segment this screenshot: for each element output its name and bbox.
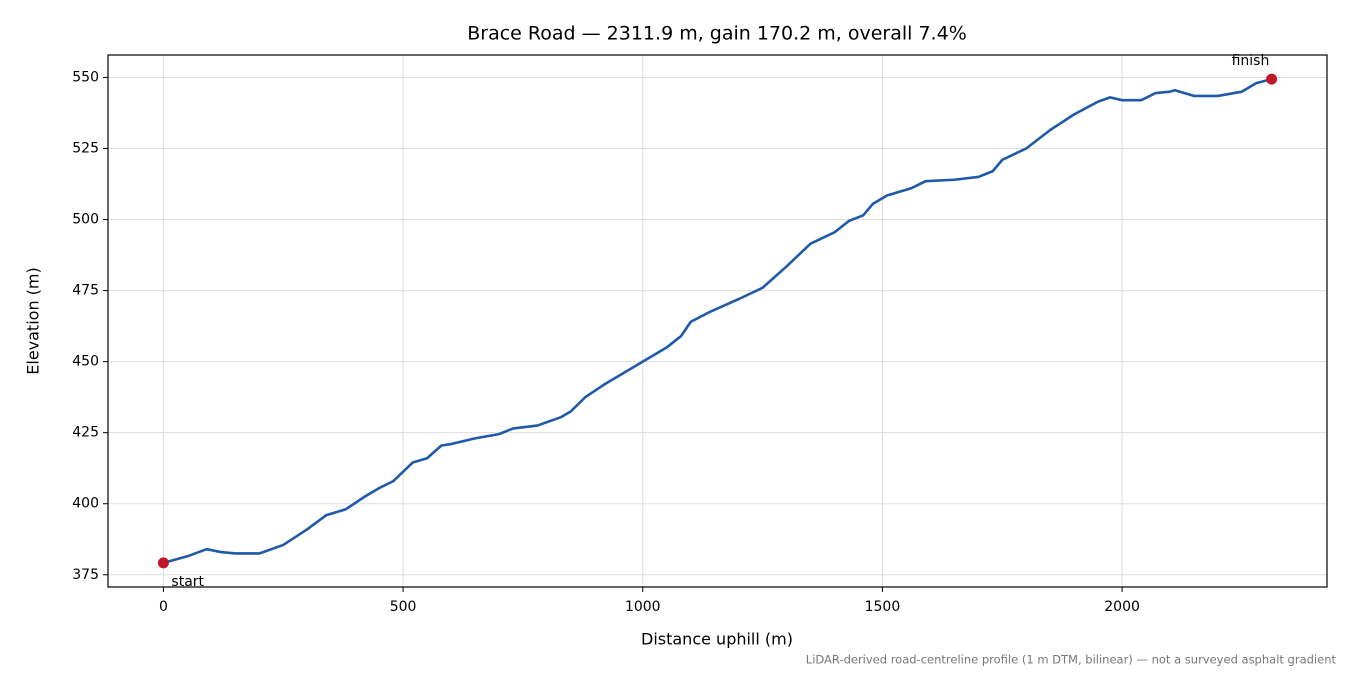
y-tick-label: 525 <box>72 140 99 156</box>
x-axis-label: Distance uphill (m) <box>641 630 793 649</box>
y-tick-label: 425 <box>72 425 99 441</box>
y-tick-label: 550 <box>72 69 99 85</box>
footnote: LiDAR-derived road-centreline profile (1… <box>806 653 1337 667</box>
plot-frame <box>107 54 1328 588</box>
x-tick-label: 1500 <box>865 599 901 615</box>
annotation: finish <box>1232 53 1270 69</box>
endpoint-marker <box>1266 73 1278 85</box>
y-tick-label: 375 <box>72 567 99 583</box>
x-tick-label: 1000 <box>625 599 661 615</box>
elevation-line <box>163 77 1272 565</box>
y-tick-label: 450 <box>72 354 99 370</box>
x-tick-label: 0 <box>159 599 168 615</box>
y-tick-label: 500 <box>72 212 99 228</box>
y-tick-label: 400 <box>72 496 99 512</box>
x-tick-label: 500 <box>390 599 417 615</box>
annotation: start <box>171 574 204 590</box>
chart-title: Brace Road — 2311.9 m, gain 170.2 m, ove… <box>467 23 967 45</box>
x-tick-label: 2000 <box>1104 599 1140 615</box>
endpoint-marker <box>157 557 169 569</box>
y-tick-label: 475 <box>72 283 99 299</box>
y-axis-label: Elevation (m) <box>24 267 43 374</box>
